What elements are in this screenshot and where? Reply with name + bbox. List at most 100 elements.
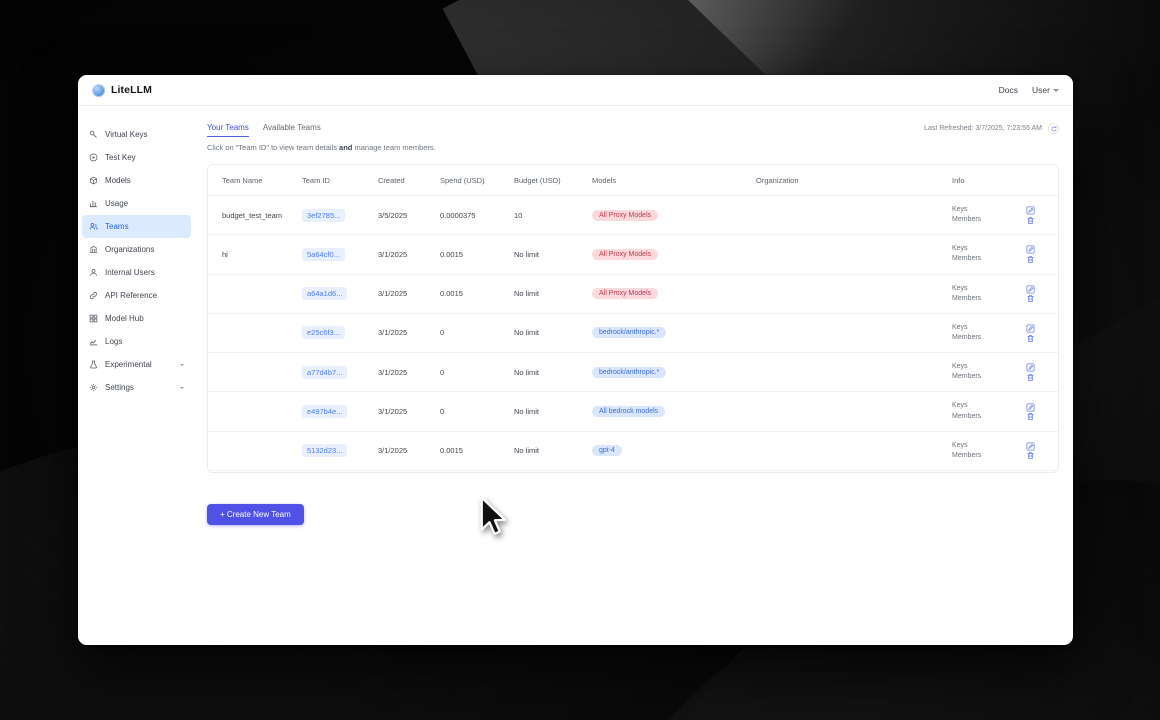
table-row[interactable]: a77d4b7... 3/1/2025 0 No limit bedrock/anthr…: [208, 352, 1058, 392]
hint-prefix: Click on "Team ID" to view team details: [207, 143, 340, 152]
tab-your-teams[interactable]: Your Teams: [207, 123, 249, 137]
key-icon: [89, 130, 98, 139]
sidebar-item-logs[interactable]: Logs: [82, 330, 191, 353]
docs-link[interactable]: Docs: [998, 85, 1019, 95]
info-links: Keys Members: [952, 441, 1014, 461]
sidebar-item-model-hub[interactable]: Model Hub: [82, 307, 191, 330]
info-line: Keys: [952, 363, 968, 371]
sidebar: Virtual Keys Test Key Models Usage Teams…: [78, 106, 195, 645]
sidebar-item-settings[interactable]: Settings: [82, 376, 191, 399]
cell-actions[interactable]: [1020, 312, 1058, 353]
team-id-chip[interactable]: a77d4b7...: [302, 365, 348, 379]
edit-icon[interactable]: [1026, 403, 1035, 412]
trash-icon[interactable]: [1026, 451, 1035, 460]
table-row[interactable]: 5132d23... 3/1/2025 0.0015 No limit gpt-4 Key…: [208, 430, 1058, 471]
cell-team-id[interactable]: 5a64cf0...: [296, 234, 372, 275]
tab-available-teams[interactable]: Available Teams: [262, 123, 321, 132]
cell-team-id[interactable]: a64a1d6...: [296, 273, 372, 314]
teams-table-card: Team Name Team ID Created Spend (USD) Bu…: [207, 164, 1059, 473]
info-line: Keys: [952, 245, 968, 253]
cell-budget: 10: [508, 194, 586, 235]
grid-icon: [89, 314, 98, 323]
cell-team-id[interactable]: 3ef2785...: [296, 194, 372, 235]
people-icon: [89, 222, 98, 231]
col-created: Created: [372, 165, 434, 196]
sidebar-item-teams[interactable]: Teams: [82, 215, 191, 238]
cell-created: 3/1/2025: [372, 391, 434, 432]
top-bar-actions: Docs User: [999, 85, 1059, 95]
table-row[interactable]: a64a1d6... 3/1/2025 0.0015 No limit All Prox…: [208, 273, 1058, 314]
model-badge: bedrock/anthropic.*: [592, 327, 667, 339]
sidebar-item-usage[interactable]: Usage: [82, 192, 191, 215]
hint-text: Click on "Team ID" to view team details …: [207, 143, 1059, 152]
cell-actions[interactable]: [1020, 234, 1058, 275]
cell-actions[interactable]: [1020, 352, 1058, 392]
cell-organization: [750, 312, 946, 353]
sidebar-item-organizations[interactable]: Organizations: [82, 238, 191, 261]
sidebar-item-internal-users[interactable]: Internal Users: [82, 261, 191, 284]
team-id-chip[interactable]: e497b4e...: [302, 405, 348, 419]
table-row[interactable]: budget_test_team 3ef2785... 3/5/2025 0.0000…: [208, 194, 1058, 235]
cell-budget: No limit: [508, 234, 586, 275]
cell-team-name: [208, 469, 296, 472]
cell-team-id[interactable]: a77d4b7...: [296, 352, 372, 392]
refresh-icon[interactable]: [1048, 123, 1059, 134]
sidebar-item-experimental[interactable]: Experimental: [82, 353, 191, 376]
info-links: Keys Members: [952, 362, 1014, 382]
info-line: Keys: [952, 284, 968, 292]
col-info: Info: [946, 165, 1020, 196]
trash-icon[interactable]: [1026, 294, 1035, 303]
edit-icon[interactable]: [1026, 442, 1035, 451]
cell-actions[interactable]: [1020, 430, 1058, 471]
cell-team-id[interactable]: 5132d23...: [296, 430, 372, 471]
cell-team-id[interactable]: 2bb3f2b...: [296, 469, 372, 472]
col-spend: Spend (USD): [434, 165, 508, 196]
edit-icon[interactable]: [1026, 324, 1035, 333]
table-header-row: Team Name Team ID Created Spend (USD) Bu…: [208, 165, 1058, 196]
team-id-chip[interactable]: 5a64cf0...: [302, 247, 345, 261]
trash-icon[interactable]: [1026, 334, 1035, 343]
table-row[interactable]: e497b4e... 3/1/2025 0 No limit All bedrock m…: [208, 391, 1058, 432]
cell-team-id[interactable]: e25c6f3...: [296, 312, 372, 353]
trash-icon[interactable]: [1026, 373, 1035, 382]
edit-icon[interactable]: [1026, 206, 1035, 215]
edit-icon[interactable]: [1026, 245, 1035, 254]
cell-actions[interactable]: [1020, 469, 1058, 472]
table-row[interactable]: e25c6f3... 3/1/2025 0 No limit bedrock/anthr…: [208, 312, 1058, 353]
team-id-chip[interactable]: e25c6f3...: [302, 326, 345, 340]
tabs-row: Your Teams Available Teams Last Refreshe…: [207, 123, 1059, 137]
col-team-id: Team ID: [296, 165, 372, 196]
cell-actions[interactable]: [1020, 273, 1058, 314]
sidebar-item-api-reference[interactable]: API Reference: [82, 284, 191, 307]
cell-spend: 0.0015: [434, 234, 508, 275]
team-id-chip[interactable]: 5132d23...: [302, 444, 348, 458]
trash-icon[interactable]: [1026, 412, 1035, 421]
team-id-chip[interactable]: 3ef2785...: [302, 208, 346, 222]
trash-icon[interactable]: [1026, 255, 1035, 264]
gear-icon: [89, 383, 98, 392]
edit-icon[interactable]: [1026, 363, 1035, 372]
create-new-team-button[interactable]: + Create New Team: [207, 504, 304, 525]
cell-actions[interactable]: [1020, 194, 1058, 235]
sidebar-item-models[interactable]: Models: [82, 169, 191, 192]
edit-icon[interactable]: [1026, 285, 1035, 294]
brand[interactable]: LiteLLM: [92, 83, 152, 97]
cell-actions[interactable]: [1020, 391, 1058, 432]
sidebar-item-label: Virtual Keys: [105, 130, 148, 139]
info-line: Members: [952, 333, 982, 341]
cell-models: All Proxy Models: [586, 234, 750, 275]
model-badge: All Proxy Models: [592, 248, 659, 260]
sidebar-item-test-key[interactable]: Test Key: [82, 146, 191, 169]
table-row[interactable]: hi 5a64cf0... 3/1/2025 0.0015 No limit All Pr…: [208, 234, 1058, 275]
sidebar-item-virtual-keys[interactable]: Virtual Keys: [82, 123, 191, 146]
trash-icon[interactable]: [1026, 216, 1035, 225]
cell-team-id[interactable]: e497b4e...: [296, 391, 372, 432]
cell-team-name: [208, 312, 296, 353]
sidebar-item-label: Test Key: [105, 153, 136, 162]
team-id-chip[interactable]: a64a1d6...: [302, 287, 348, 301]
user-menu[interactable]: User: [1032, 85, 1059, 95]
